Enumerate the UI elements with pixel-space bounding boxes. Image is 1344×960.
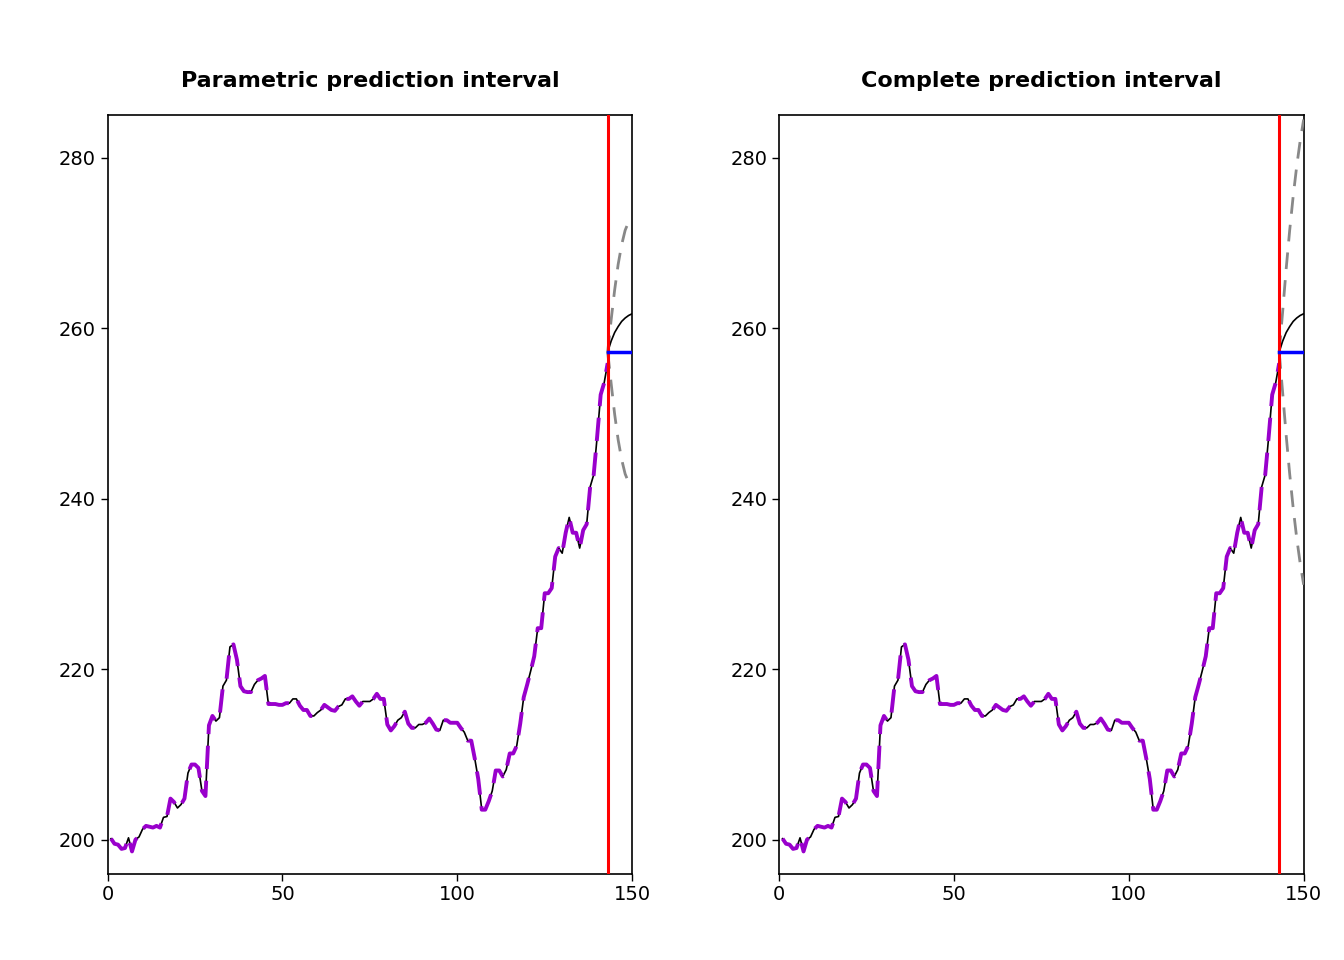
- Title: Parametric prediction interval: Parametric prediction interval: [180, 71, 559, 91]
- Title: Complete prediction interval: Complete prediction interval: [862, 71, 1222, 91]
